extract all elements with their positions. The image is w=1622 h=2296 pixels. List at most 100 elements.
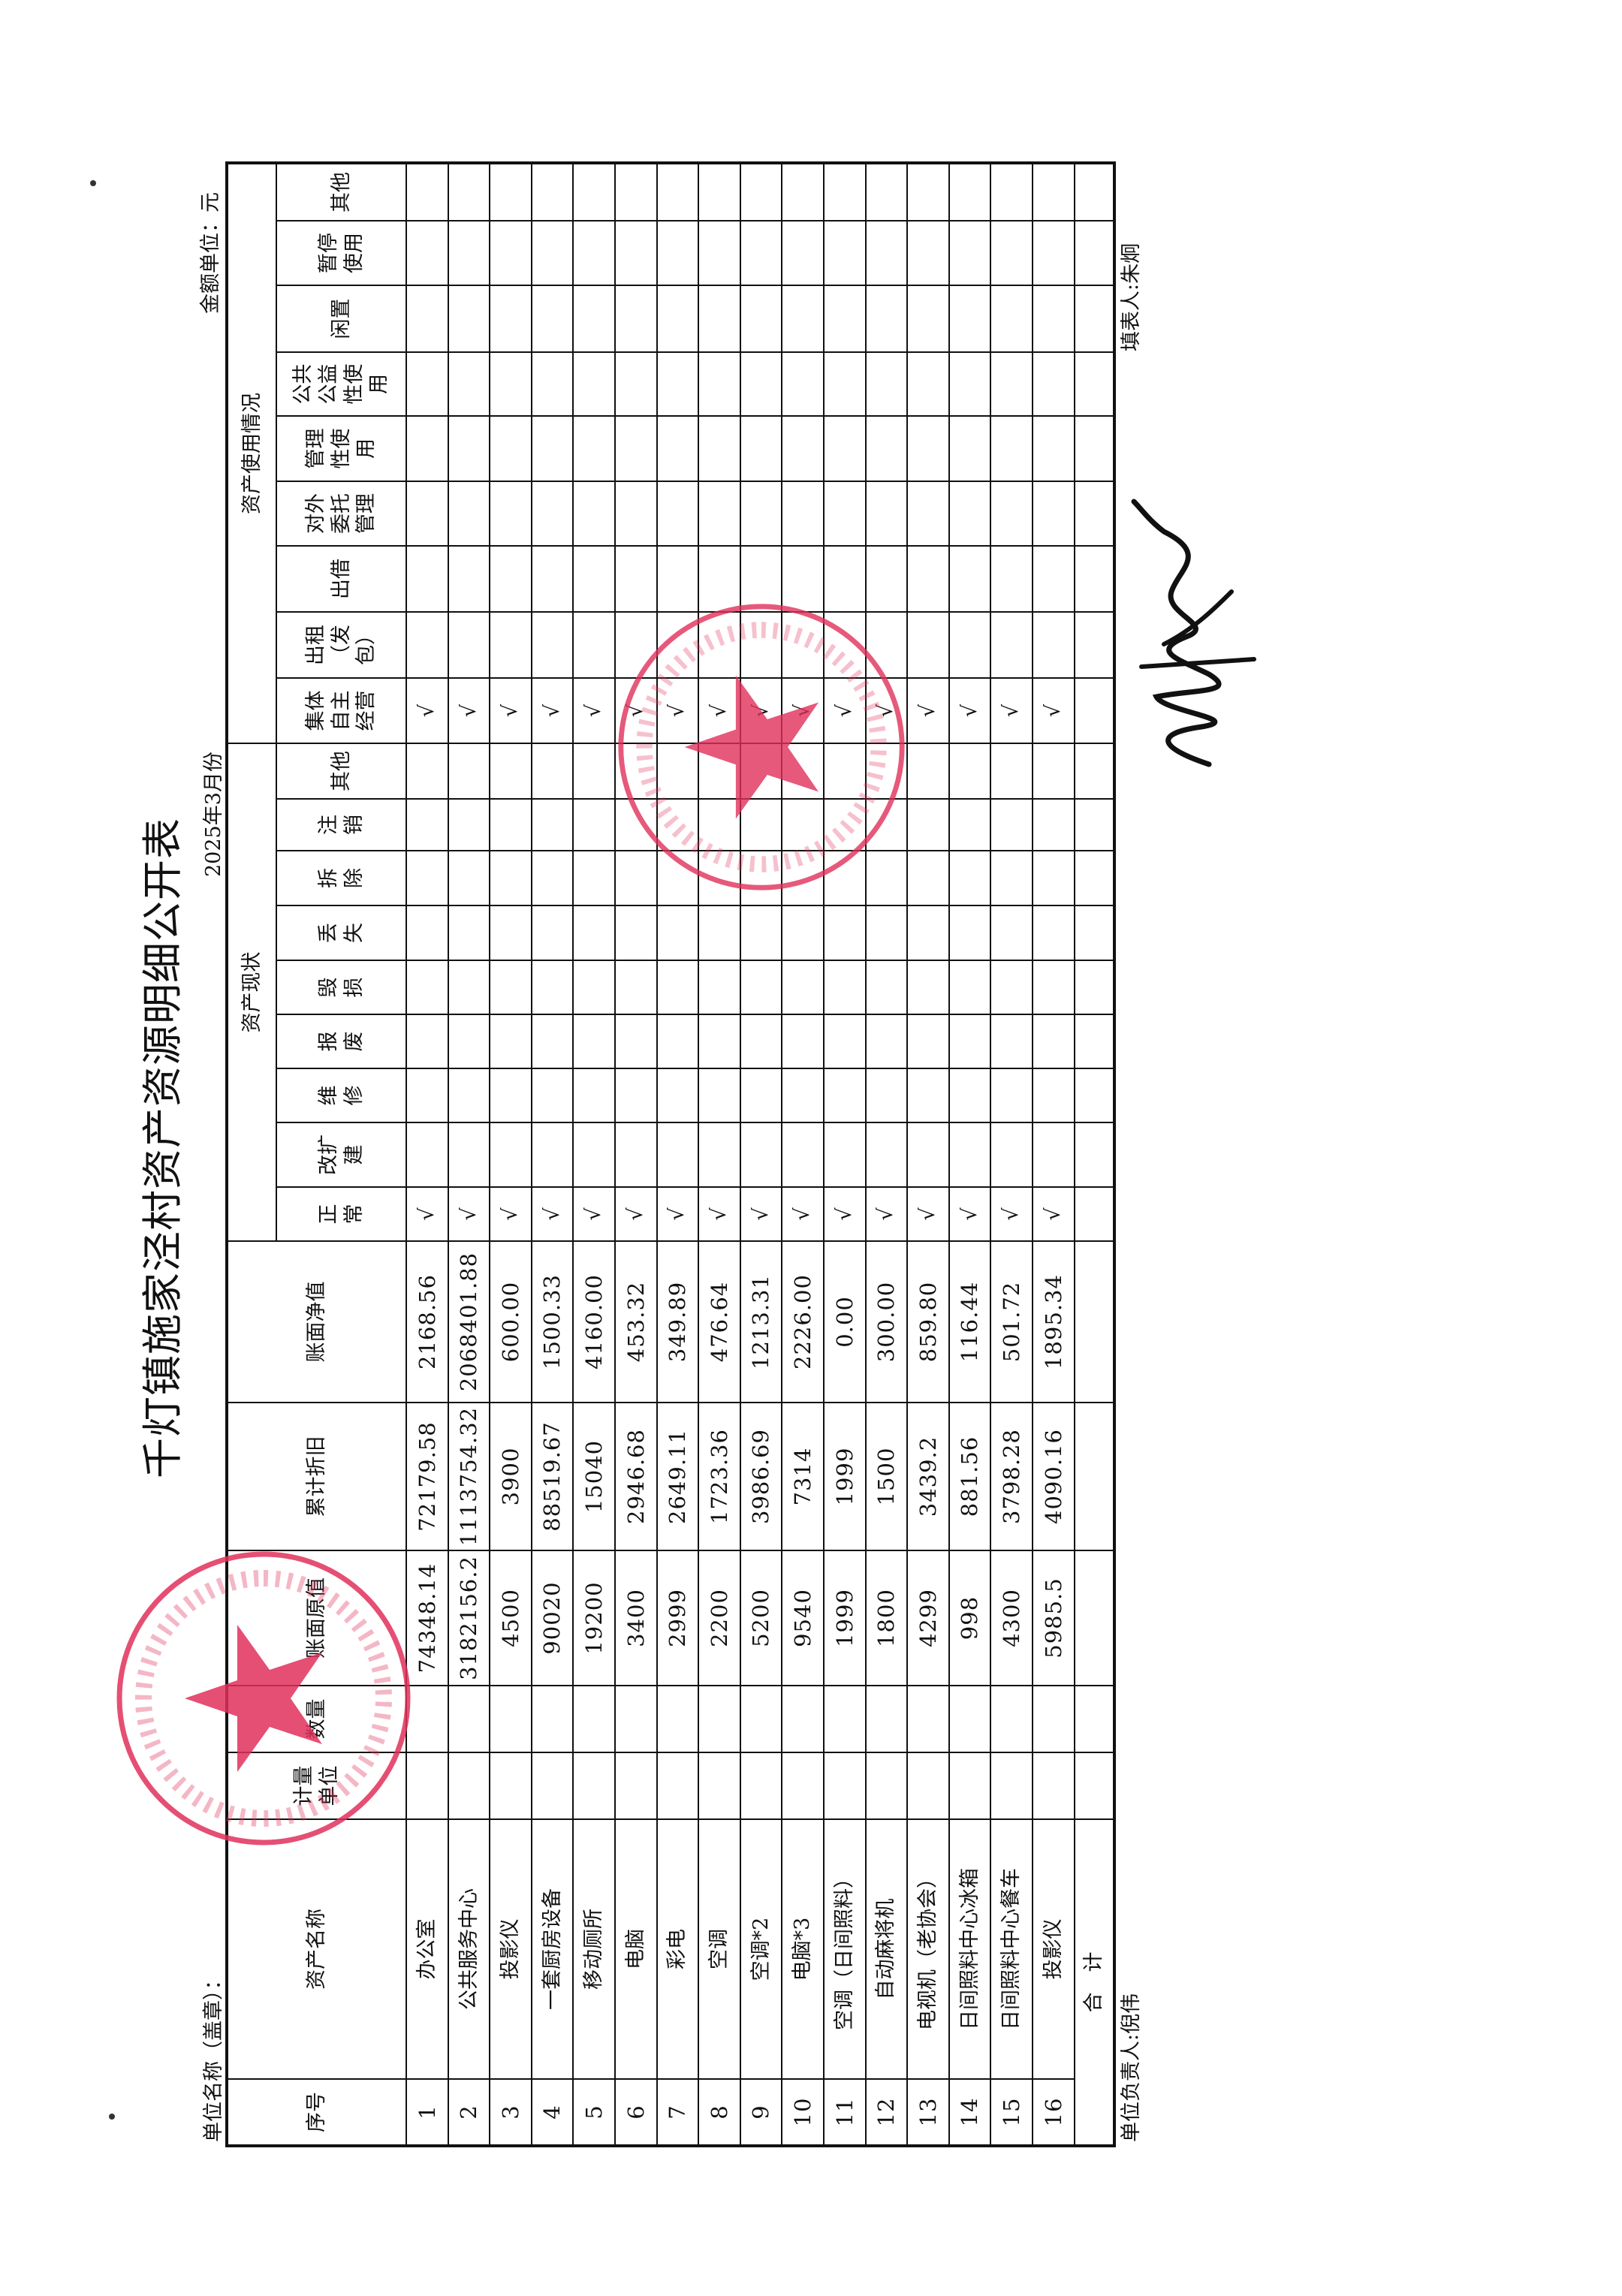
table-row: 5 移动厕所 19200 15040 4160.00 √ √ — [573, 162, 615, 2146]
cell-empty — [406, 611, 448, 678]
cell-seq: 9 — [740, 2079, 782, 2146]
cell-seq: 14 — [948, 2079, 991, 2146]
cell-empty — [656, 799, 699, 851]
cell-empty — [1074, 611, 1114, 678]
header-usage-group: 资产使用情况 — [227, 162, 276, 743]
cell-empty — [782, 162, 824, 221]
period-label: 2025年3月份 — [202, 752, 225, 877]
cell-empty — [865, 905, 908, 960]
cell-seq: 1 — [406, 2079, 448, 2146]
cell-usage-self-operated-mark: √ — [990, 677, 1033, 743]
table-row: 1 办公室 74348.14 72179.58 2168.56 √ √ — [406, 162, 448, 2146]
cell-empty — [865, 960, 908, 1014]
cell-empty — [782, 545, 824, 612]
header-usage-0: 集体 自主 经营 — [276, 677, 406, 743]
cell-empty — [823, 1122, 866, 1187]
cell-empty — [531, 960, 574, 1014]
cell-empty — [698, 905, 740, 960]
cell-empty — [907, 415, 949, 481]
cell-empty — [782, 905, 824, 960]
cell-status-normal-mark: √ — [907, 1187, 949, 1241]
cell-empty — [490, 351, 532, 416]
cell-unit — [448, 1752, 490, 1819]
cell-empty — [782, 851, 824, 905]
header-status-7: 注 销 — [276, 799, 406, 851]
cell-empty — [740, 545, 782, 612]
cell-empty — [573, 960, 615, 1014]
cell-empty — [823, 481, 866, 546]
cell-empty — [823, 611, 866, 678]
cell-unit — [656, 1752, 699, 1819]
header-status-1: 改扩 建 — [276, 1122, 406, 1187]
cell-unit — [865, 1752, 908, 1819]
cell-empty — [990, 743, 1033, 799]
cell-empty — [531, 481, 574, 546]
cell-status-normal-mark: √ — [990, 1187, 1033, 1241]
header-usage-5: 公共 公益 性使 用 — [276, 351, 406, 416]
cell-net-value: 1500.33 — [531, 1241, 574, 1403]
table-row: 11 空调（日间照料） 1999 1999 0.00 √ √ — [823, 162, 866, 2146]
cell-empty — [1074, 220, 1114, 285]
cell-empty — [573, 1014, 615, 1068]
cell-empty — [531, 611, 574, 678]
cell-book-value: 4299 — [907, 1550, 949, 1686]
cell-book-value: 4300 — [990, 1550, 1033, 1686]
cell-empty — [782, 351, 824, 416]
cell-empty — [531, 220, 574, 285]
cell-empty — [656, 220, 699, 285]
cell-empty — [865, 1122, 908, 1187]
cell-usage-self-operated-mark: √ — [531, 677, 574, 743]
cell-net-value: 859.80 — [907, 1241, 949, 1403]
cell-empty — [782, 1122, 824, 1187]
cell-empty — [1074, 1241, 1114, 1403]
cell-empty — [1032, 481, 1075, 546]
cell-empty — [823, 285, 866, 352]
cell-empty — [698, 351, 740, 416]
cell-empty — [614, 1014, 657, 1068]
cell-net-value: 2068401.88 — [448, 1241, 490, 1403]
cell-unit — [740, 1752, 782, 1819]
cell-name: 投影仪 — [1032, 1819, 1075, 2079]
cell-book-value: 5985.5 — [1032, 1550, 1075, 1686]
header-depreciation: 累计折旧 — [227, 1403, 406, 1550]
cell-status-normal-mark: √ — [740, 1187, 782, 1241]
cell-empty — [907, 799, 949, 851]
cell-empty — [740, 285, 782, 352]
cell-qty — [948, 1686, 991, 1752]
cell-empty — [740, 1122, 782, 1187]
cell-empty — [948, 351, 991, 416]
cell-net-value: 2168.56 — [406, 1241, 448, 1403]
cell-empty — [614, 851, 657, 905]
cell-seq: 4 — [531, 2079, 574, 2146]
cell-usage-self-operated-mark: √ — [948, 677, 991, 743]
cell-empty — [990, 960, 1033, 1014]
cell-empty — [698, 1068, 740, 1122]
cell-unit — [531, 1752, 574, 1819]
cell-empty — [1074, 1686, 1114, 1752]
cell-empty — [948, 799, 991, 851]
cell-unit — [406, 1752, 448, 1819]
cell-empty — [448, 1068, 490, 1122]
cell-empty — [990, 611, 1033, 678]
cell-empty — [448, 162, 490, 221]
cell-empty — [782, 415, 824, 481]
cell-empty — [698, 960, 740, 1014]
cell-empty — [865, 1014, 908, 1068]
cell-empty — [1032, 611, 1075, 678]
cell-empty — [948, 481, 991, 546]
cell-empty — [698, 611, 740, 678]
cell-empty — [698, 285, 740, 352]
cell-usage-self-operated-mark: √ — [490, 677, 532, 743]
cell-empty — [448, 851, 490, 905]
table-row: 4 一套厨房设备 90020 88519.67 1500.33 √ √ — [531, 162, 574, 2146]
cell-empty — [573, 1122, 615, 1187]
cell-empty — [823, 545, 866, 612]
cell-empty — [865, 220, 908, 285]
cell-empty — [823, 905, 866, 960]
cell-empty — [1074, 743, 1114, 799]
cell-empty — [614, 285, 657, 352]
cell-empty — [1074, 162, 1114, 221]
cell-empty — [907, 611, 949, 678]
cell-empty — [614, 611, 657, 678]
header-usage-3: 对外 委托 管理 — [276, 481, 406, 546]
